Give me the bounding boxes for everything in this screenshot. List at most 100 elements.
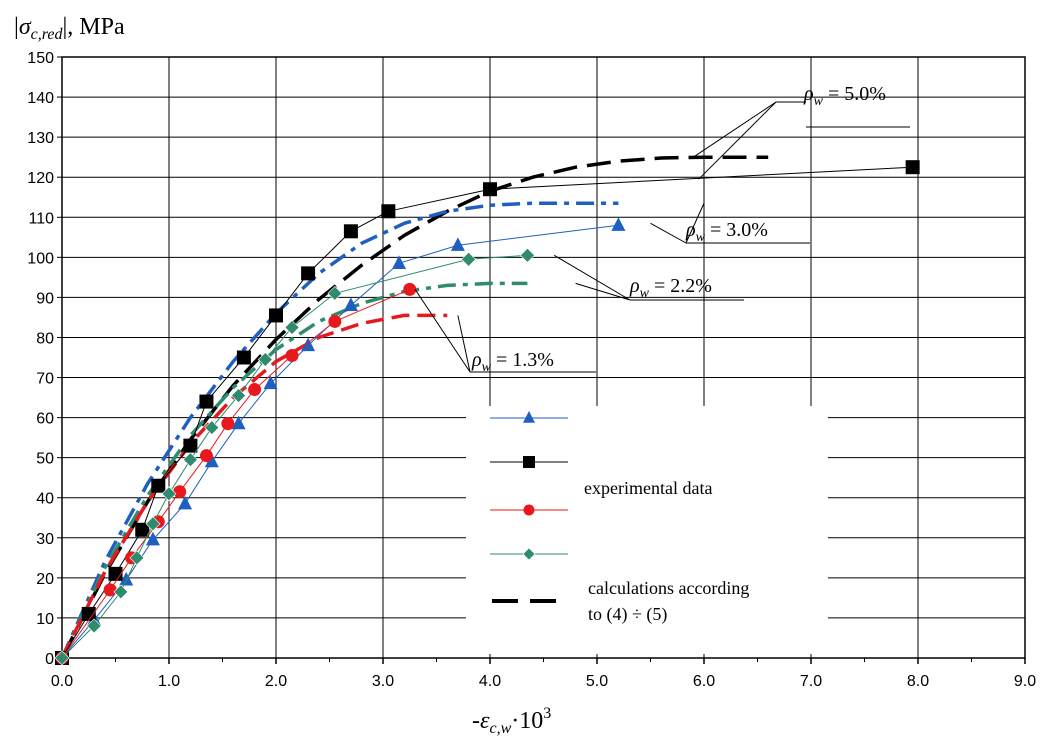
y-tick-label: 70 bbox=[36, 371, 54, 388]
data-point-black bbox=[269, 308, 283, 323]
plot-area bbox=[61, 56, 1026, 659]
data-point-green bbox=[129, 550, 145, 566]
data-point-blue bbox=[450, 237, 465, 251]
data-point-blue bbox=[231, 415, 246, 430]
data-point-red bbox=[221, 417, 235, 431]
y-tick-label: 0 bbox=[45, 651, 54, 668]
calc-curve-red bbox=[60, 313, 448, 659]
data-point-green bbox=[145, 516, 161, 532]
data-point-green bbox=[161, 486, 177, 502]
legend-marker-black bbox=[523, 456, 535, 468]
y-tick-label: 130 bbox=[27, 130, 54, 147]
legend-calc-label-line1: calculations according bbox=[588, 578, 749, 598]
y-tick-label: 60 bbox=[36, 411, 54, 428]
y-tick-label: 50 bbox=[36, 451, 54, 468]
legend-experimental-label: experimental data bbox=[584, 478, 712, 498]
data-point-red bbox=[199, 449, 213, 463]
y-tick-label: 140 bbox=[27, 90, 54, 107]
legend-marker-green bbox=[522, 547, 536, 561]
x-tick-label: 8.0 bbox=[907, 673, 929, 690]
data-point-blue bbox=[178, 495, 193, 510]
data-point-blue bbox=[263, 375, 278, 390]
annotation-leader bbox=[685, 203, 705, 244]
data-point-green bbox=[231, 388, 246, 403]
y-tick-label: 10 bbox=[36, 611, 54, 628]
y-tick-label: 90 bbox=[36, 290, 54, 307]
data-point-black bbox=[236, 350, 251, 365]
data-point-black bbox=[483, 182, 497, 197]
x-tick-label: 0.0 bbox=[51, 673, 73, 690]
calc-curve-black bbox=[60, 155, 769, 659]
legend-marker-red bbox=[523, 504, 535, 516]
svg-text:ρw = 3.0%: ρw = 3.0% bbox=[685, 219, 768, 245]
x-tick-label: 5.0 bbox=[586, 673, 608, 690]
data-point-black bbox=[151, 478, 166, 493]
data-point-black bbox=[199, 394, 214, 409]
y-tick-label: 20 bbox=[36, 571, 54, 588]
y-axis-label: |σc,red|, MPa bbox=[14, 14, 125, 43]
data-point-blue bbox=[611, 217, 626, 231]
svg-text:ρw = 5.0%: ρw = 5.0% bbox=[803, 83, 886, 109]
data-point-blue bbox=[343, 297, 358, 312]
annotation-leader bbox=[693, 101, 777, 158]
annotation-leader bbox=[553, 254, 631, 301]
legend-marker-blue bbox=[523, 411, 535, 423]
annotation-leader bbox=[457, 315, 471, 373]
data-point-red bbox=[103, 583, 117, 597]
data-point-green bbox=[520, 247, 535, 263]
data-point-green bbox=[461, 251, 477, 267]
data-point-black bbox=[301, 266, 316, 281]
annotation-rho-5: ρw = 5.0% bbox=[776, 83, 910, 128]
x-tick-label: 7.0 bbox=[800, 673, 822, 690]
calc-curve-green bbox=[60, 281, 528, 659]
x-tick-label: 9.0 bbox=[1014, 673, 1036, 690]
annotation-leader bbox=[698, 101, 777, 180]
data-point-black bbox=[183, 438, 198, 453]
data-point-black bbox=[343, 224, 358, 239]
annotation-rho-1.3: ρw = 1.3% bbox=[470, 349, 596, 375]
x-tick-label: 4.0 bbox=[479, 673, 501, 690]
annotation-leader bbox=[650, 222, 687, 244]
experimental-series bbox=[54, 160, 920, 666]
data-point-red bbox=[403, 282, 417, 296]
annotation-rho-2.2: ρw = 2.2% bbox=[629, 275, 744, 301]
data-point-red bbox=[328, 314, 342, 328]
calculation-curves bbox=[60, 155, 769, 659]
calc-curve-blue bbox=[60, 201, 619, 659]
data-point-green bbox=[284, 320, 300, 335]
data-point-green bbox=[113, 584, 129, 600]
legend: experimental data calculations according… bbox=[466, 406, 828, 654]
svg-text:ρw = 2.2%: ρw = 2.2% bbox=[629, 275, 712, 301]
x-tick-label: 1.0 bbox=[158, 673, 180, 690]
data-point-blue bbox=[204, 453, 219, 468]
data-point-green bbox=[86, 618, 102, 634]
svg-text:ρw = 1.3%: ρw = 1.3% bbox=[471, 349, 554, 375]
data-point-green bbox=[54, 650, 70, 666]
y-tick-label: 30 bbox=[36, 531, 54, 548]
data-point-green bbox=[327, 285, 343, 301]
y-tick-label: 80 bbox=[36, 330, 54, 347]
data-point-blue bbox=[392, 255, 407, 269]
x-tick-label: 6.0 bbox=[693, 673, 715, 690]
annotation-leader bbox=[414, 289, 471, 373]
y-tick-label: 110 bbox=[28, 210, 54, 227]
legend-calc-label-line2: to (4) ÷ (5) bbox=[588, 604, 667, 625]
annotation-rho-3: ρw = 3.0% bbox=[685, 219, 810, 245]
annotation-leader-lines bbox=[414, 101, 777, 373]
series-line-green bbox=[61, 254, 528, 659]
y-tick-label: 100 bbox=[27, 250, 54, 267]
y-tick-label: 120 bbox=[27, 170, 54, 187]
data-point-blue bbox=[145, 531, 160, 546]
annotation-leader bbox=[575, 282, 631, 301]
data-point-red bbox=[248, 383, 262, 397]
data-point-black bbox=[905, 160, 920, 175]
data-point-black bbox=[135, 522, 150, 537]
y-tick-label: 40 bbox=[36, 491, 54, 508]
data-point-green bbox=[204, 420, 220, 436]
data-point-blue bbox=[119, 571, 134, 586]
data-point-black bbox=[381, 204, 396, 219]
data-point-red bbox=[285, 348, 299, 362]
data-point-green bbox=[182, 452, 198, 468]
y-tick-label: 150 bbox=[27, 50, 54, 67]
